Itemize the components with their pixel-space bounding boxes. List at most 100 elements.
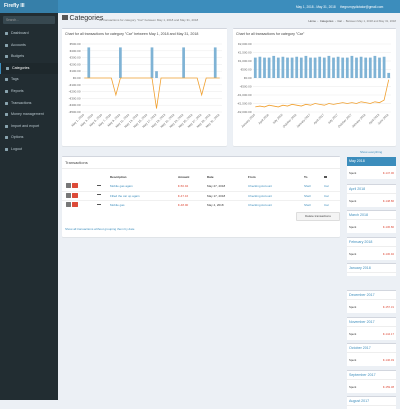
row-divider [62, 200, 340, 201]
bar [150, 47, 154, 78]
edit-button[interactable] [66, 192, 71, 198]
bar [318, 56, 322, 78]
bar [336, 56, 340, 78]
bar [267, 57, 271, 78]
chart-box: Chart for all transactions for category … [62, 28, 227, 146]
period-title: November 2017 [347, 318, 396, 327]
column-header: Description [110, 175, 127, 179]
menu-item[interactable]: Transactions [0, 98, 58, 109]
crumb[interactable]: Home [308, 18, 316, 23]
y-tick-label: €100.00 [70, 69, 81, 73]
bar [286, 57, 289, 78]
bar [327, 55, 331, 78]
spent-label: Spent [349, 198, 357, 203]
period-box[interactable]: January 2018 [347, 263, 396, 277]
description[interactable]: Filled the car up again [110, 193, 140, 198]
show-everything-link[interactable]: Show everything [360, 150, 383, 154]
to-account[interactable]: Shell [304, 193, 311, 198]
user-menu[interactable]: thegrumpydictator@gmail.com [340, 4, 384, 9]
period-box[interactable]: April 2018 Spent €-148.86 [347, 183, 396, 207]
menu-label: Categories [12, 65, 30, 70]
period-box[interactable]: October 2017 Spent €-146.49 [347, 343, 396, 367]
crumb[interactable]: Categories [319, 18, 334, 23]
crumb-separator: › [334, 18, 336, 23]
bar [155, 71, 158, 78]
y-tick-label: €0.00 [73, 76, 81, 80]
crumb: Between May 1, 2018 and May 31, 2018 [345, 18, 396, 23]
from-account[interactable]: Checking Account [248, 193, 273, 198]
column-header: From [248, 175, 256, 179]
crumb[interactable]: Car [337, 18, 342, 23]
show-all-link[interactable]: Show all transactions without grouping t… [65, 227, 135, 231]
to-account[interactable]: Shell [304, 203, 311, 207]
line [84, 77, 220, 109]
period-box[interactable]: March 2018 Spent €-136.80 [347, 210, 396, 234]
bar [341, 57, 345, 78]
from-account[interactable]: Checking Account [248, 203, 273, 207]
spent-amount: €-130.92 [382, 251, 394, 256]
spent-amount: €-159.38 [382, 384, 394, 389]
menu-item[interactable]: Budgets [0, 51, 58, 62]
bar [350, 55, 354, 78]
bar [359, 56, 363, 78]
menu-item[interactable]: Money management [0, 109, 58, 120]
y-tick-label: €2,000.00 [238, 42, 252, 46]
period-title: October 2017 [347, 344, 396, 354]
category[interactable]: Car [324, 184, 329, 188]
menu-item[interactable]: Import and export [0, 121, 58, 132]
menu-item[interactable]: Dashboard [0, 28, 58, 39]
period-title: December 2017 [347, 291, 396, 300]
x-tick-label: July 2016 [272, 113, 284, 125]
bar [253, 57, 257, 78]
menu-item[interactable]: Reports [0, 86, 58, 97]
y-tick-label: €1,000.00 [238, 59, 252, 63]
type-icon [97, 194, 101, 195]
period-box[interactable]: May 2018 Spent €-147.00 [347, 157, 396, 179]
menu-item[interactable]: Categories [0, 62, 58, 74]
category-icon [324, 175, 327, 178]
transactions-box: Transactions Delete transactions Show al… [62, 156, 340, 237]
date-range[interactable]: May 1, 2018 - May 31, 2018 [296, 4, 336, 9]
from-account[interactable]: Checking Account [248, 184, 273, 188]
menu-label: Import and export [11, 123, 40, 128]
menu-label: Reports [11, 89, 24, 93]
crumb-separator: › [343, 18, 345, 23]
x-tick-label: January 2018 [351, 113, 367, 129]
delete-row-button[interactable] [72, 192, 78, 198]
description[interactable]: Mobile gas again [110, 184, 133, 188]
menu-item[interactable]: Logout [0, 144, 58, 155]
crumb-separator: › [317, 18, 319, 23]
to-account[interactable]: Shell [304, 184, 311, 188]
category[interactable]: Car [324, 203, 329, 207]
delete-row-button[interactable] [72, 202, 78, 207]
category[interactable]: Car [324, 193, 329, 198]
spent-label: Spent [349, 305, 357, 309]
period-box[interactable]: September 2017 Spent €-159.38 [347, 369, 396, 393]
period-box[interactable]: August 2017 [347, 396, 396, 409]
menu-item[interactable]: Accounts [0, 40, 58, 51]
column-header: Date [207, 175, 214, 179]
period-box[interactable]: February 2018 Spent €-130.92 [347, 236, 396, 260]
menu-item[interactable]: Options [0, 132, 58, 143]
bar [373, 55, 377, 78]
delete-button[interactable]: Delete transactions [296, 212, 340, 221]
period-box[interactable]: December 2017 Spent €-157.31 [347, 290, 396, 313]
brand[interactable]: Firefly III [0, 0, 58, 13]
bar [295, 56, 299, 78]
description[interactable]: Mobile gas [110, 203, 125, 207]
spent-label: Spent [349, 331, 357, 336]
menu-item[interactable]: Tags [0, 74, 58, 85]
bar [313, 57, 317, 78]
search-box[interactable]: Search... [3, 16, 55, 24]
spent-label: Spent [349, 225, 357, 230]
period-box[interactable]: November 2017 Spent €-144.17 [347, 316, 396, 340]
delete-row-button[interactable] [72, 183, 78, 188]
bar [322, 57, 326, 78]
x-tick-label: July 2017 [327, 113, 339, 125]
edit-button[interactable] [66, 202, 71, 207]
spent-amount: €-157.31 [382, 305, 394, 309]
edit-button[interactable] [66, 183, 71, 188]
menu-icon [5, 43, 8, 47]
menu-label: Tags [11, 77, 19, 82]
bar [276, 57, 280, 78]
